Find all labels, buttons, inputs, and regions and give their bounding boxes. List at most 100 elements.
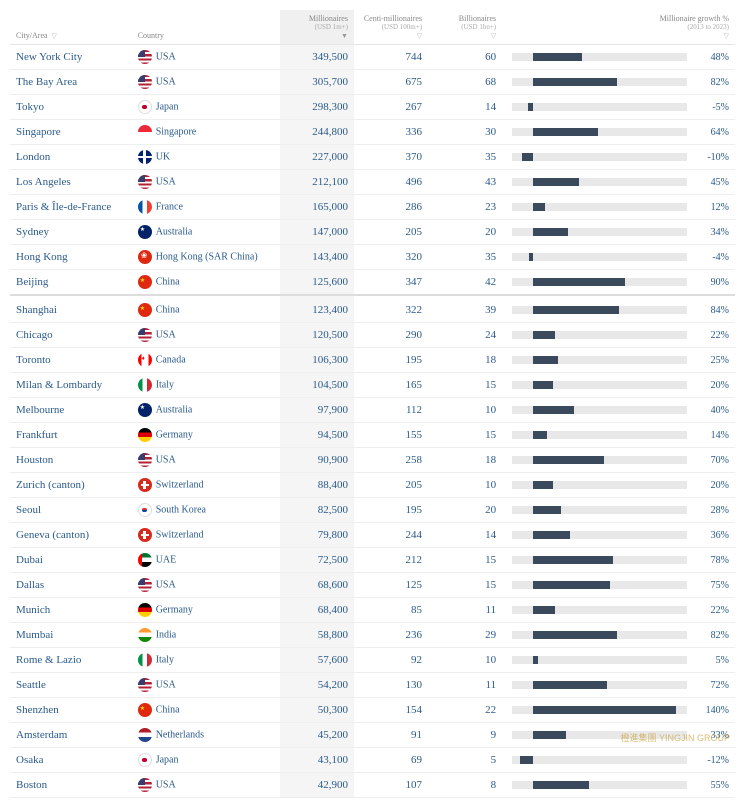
city-cell[interactable]: Munich <box>10 598 132 623</box>
growth-value-cell: 48% <box>693 45 735 70</box>
growth-bar-cell <box>502 220 693 245</box>
city-cell[interactable]: Frankfurt <box>10 423 132 448</box>
city-cell[interactable]: Beijing <box>10 270 132 296</box>
country-name: Switzerland <box>156 530 204 541</box>
header-city[interactable]: City/Area ▽ <box>10 10 132 45</box>
city-cell[interactable]: Seoul <box>10 498 132 523</box>
header-millionaires-label: Millionaires <box>309 14 348 23</box>
city-cell[interactable]: Milan & Lombardy <box>10 373 132 398</box>
header-centi-label: Centi-millionaires <box>364 14 422 23</box>
flag-icon <box>138 75 152 89</box>
flag-icon <box>138 603 152 617</box>
centi-cell: 205 <box>354 220 428 245</box>
billionaires-cell: 15 <box>428 373 502 398</box>
bar-track <box>512 356 687 364</box>
bar-track <box>512 556 687 564</box>
millionaires-cell: 104,500 <box>280 373 354 398</box>
billionaires-cell: 11 <box>428 598 502 623</box>
table-row: Rome & LazioItaly57,60092105% <box>10 648 735 673</box>
millionaires-cell: 79,800 <box>280 523 354 548</box>
centi-cell: 322 <box>354 295 428 323</box>
city-cell[interactable]: Shenzhen <box>10 698 132 723</box>
city-cell[interactable]: Paris & Île-de-France <box>10 195 132 220</box>
country-name: USA <box>156 780 176 791</box>
city-cell[interactable]: New York City <box>10 45 132 70</box>
billionaires-cell: 22 <box>428 698 502 723</box>
centi-cell: 370 <box>354 145 428 170</box>
centi-cell: 92 <box>354 648 428 673</box>
city-cell[interactable]: Dallas <box>10 573 132 598</box>
growth-value-cell: 28% <box>693 498 735 523</box>
filter-icon[interactable]: ▽ <box>417 32 422 40</box>
bar-fill <box>529 253 533 261</box>
country-name: China <box>156 705 180 716</box>
bar-fill <box>533 356 559 364</box>
city-cell[interactable]: Dubai <box>10 548 132 573</box>
millionaires-cell: 90,900 <box>280 448 354 473</box>
table-row: SeattleUSA54,2001301172% <box>10 673 735 698</box>
city-cell[interactable]: Houston <box>10 448 132 473</box>
city-cell[interactable]: Mumbai <box>10 623 132 648</box>
city-cell[interactable]: London <box>10 145 132 170</box>
billionaires-cell: 5 <box>428 748 502 773</box>
header-billionaires-label: Billionaires <box>459 14 496 23</box>
city-cell[interactable]: The Bay Area <box>10 70 132 95</box>
filter-icon[interactable]: ▽ <box>52 32 57 40</box>
table-row: FrankfurtGermany94,5001551514% <box>10 423 735 448</box>
table-row: TorontoCanada106,3001951825% <box>10 348 735 373</box>
header-millionaires-sub: (USD 1m+) <box>286 23 348 31</box>
bar-track <box>512 128 687 136</box>
city-cell[interactable]: Sydney <box>10 220 132 245</box>
flag-icon <box>138 378 152 392</box>
city-cell[interactable]: Amsterdam <box>10 723 132 748</box>
flag-icon <box>138 628 152 642</box>
city-cell[interactable]: Singapore <box>10 120 132 145</box>
growth-value-cell: 84% <box>693 295 735 323</box>
city-cell[interactable]: Rome & Lazio <box>10 648 132 673</box>
city-cell[interactable]: Chicago <box>10 323 132 348</box>
bar-fill <box>533 631 617 639</box>
city-cell[interactable]: Geneva (canton) <box>10 523 132 548</box>
city-cell[interactable]: Boston <box>10 773 132 798</box>
growth-value-cell: 82% <box>693 623 735 648</box>
country-cell: USA <box>132 573 280 598</box>
city-cell[interactable]: Seattle <box>10 673 132 698</box>
filter-icon[interactable]: ▽ <box>724 32 729 40</box>
centi-cell: 320 <box>354 245 428 270</box>
growth-bar-cell <box>502 748 693 773</box>
header-millionaires[interactable]: Millionaires (USD 1m+) ▼ <box>280 10 354 45</box>
header-growth-sub: (2013 to 2023) <box>508 23 729 31</box>
city-cell[interactable]: Toronto <box>10 348 132 373</box>
header-billionaires[interactable]: Billionaires (USD 1bn+) ▽ <box>428 10 502 45</box>
growth-value-cell: 20% <box>693 373 735 398</box>
header-growth[interactable]: Millionaire growth % (2013 to 2023) ▽ <box>502 10 735 45</box>
city-cell[interactable]: Melbourne <box>10 398 132 423</box>
millionaires-cell: 244,800 <box>280 120 354 145</box>
city-cell[interactable]: Shanghai <box>10 295 132 323</box>
table-row: ShanghaiChina123,4003223984% <box>10 295 735 323</box>
billionaires-cell: 35 <box>428 245 502 270</box>
growth-value-cell: -12% <box>693 748 735 773</box>
table-body: New York CityUSA349,5007446048%The Bay A… <box>10 45 735 798</box>
filter-icon[interactable]: ▽ <box>491 32 496 40</box>
growth-bar-cell <box>502 773 693 798</box>
billionaires-cell: 35 <box>428 145 502 170</box>
centi-cell: 85 <box>354 598 428 623</box>
header-centi[interactable]: Centi-millionaires (USD 100m+) ▽ <box>354 10 428 45</box>
bar-fill <box>533 228 568 236</box>
millionaires-cell: 43,100 <box>280 748 354 773</box>
header-country[interactable]: Country <box>132 10 280 45</box>
city-cell[interactable]: Zurich (canton) <box>10 473 132 498</box>
city-cell[interactable]: Osaka <box>10 748 132 773</box>
city-cell[interactable]: Los Angeles <box>10 170 132 195</box>
bar-fill <box>533 128 599 136</box>
billionaires-cell: 14 <box>428 523 502 548</box>
growth-bar-cell <box>502 673 693 698</box>
city-cell[interactable]: Tokyo <box>10 95 132 120</box>
table-row: DallasUSA68,6001251575% <box>10 573 735 598</box>
country-name: Italy <box>156 655 174 666</box>
millionaires-cell: 227,000 <box>280 145 354 170</box>
city-cell[interactable]: Hong Kong <box>10 245 132 270</box>
country-name: Germany <box>156 605 193 616</box>
billionaires-cell: 11 <box>428 673 502 698</box>
